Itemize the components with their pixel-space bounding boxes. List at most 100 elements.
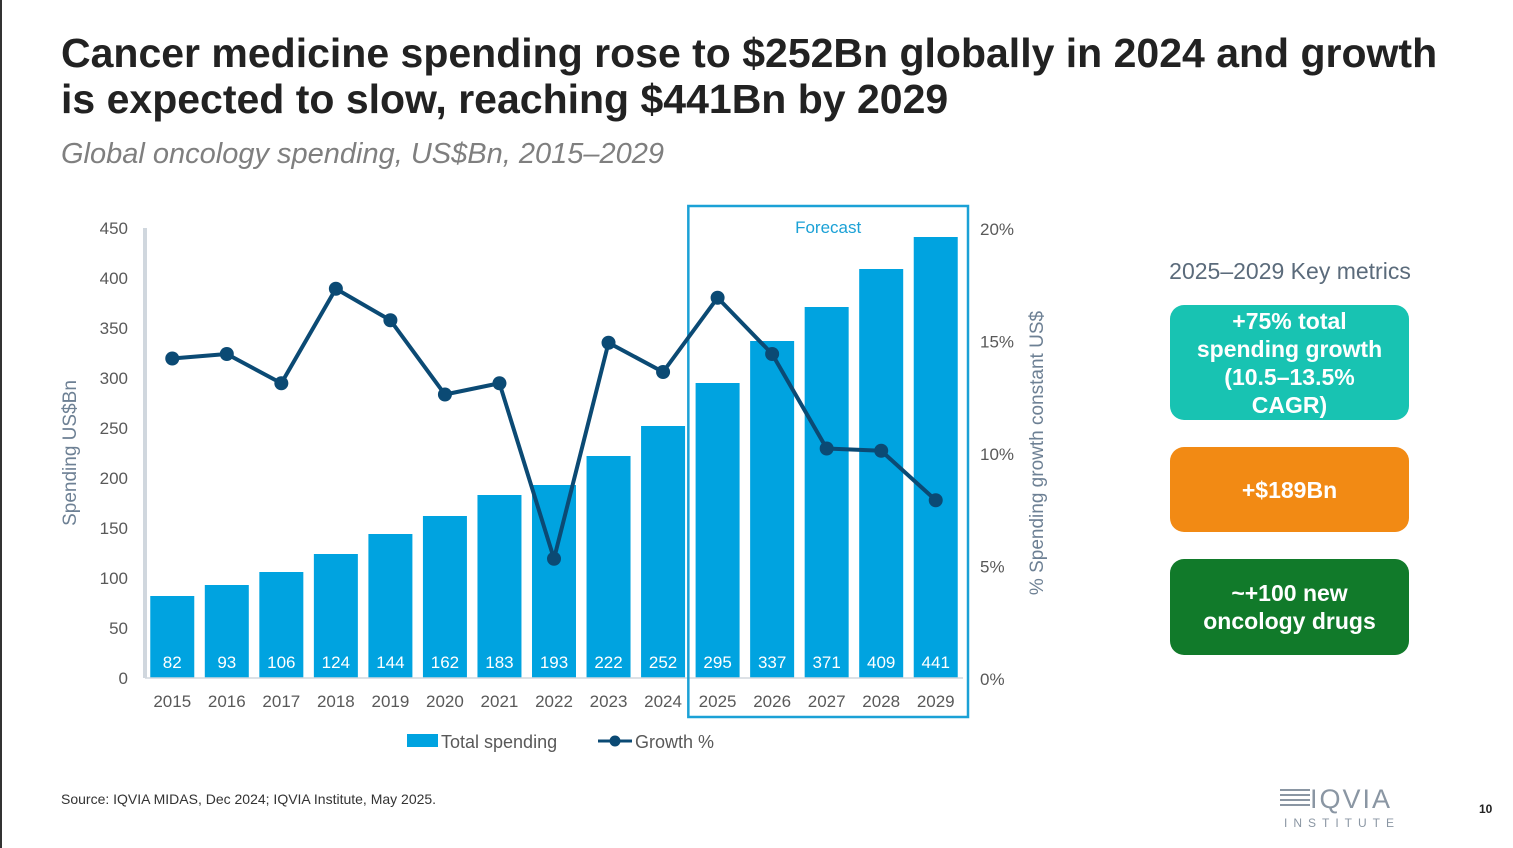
bar-2018 bbox=[313, 554, 358, 678]
x-tick-label: 2028 bbox=[862, 692, 900, 711]
metric-new-drugs: ~+100 new oncology drugs bbox=[1170, 559, 1409, 655]
growth-point-2021 bbox=[492, 376, 507, 391]
bar-2025 bbox=[695, 383, 740, 678]
growth-point-2025 bbox=[710, 290, 725, 305]
logo-lines-icon bbox=[1280, 789, 1310, 809]
bar-value-label: 371 bbox=[812, 653, 840, 672]
growth-point-2028 bbox=[874, 443, 889, 458]
growth-line-layer bbox=[165, 281, 943, 566]
x-tick-label: 2023 bbox=[590, 692, 628, 711]
bar-2027 bbox=[804, 307, 849, 678]
bar-value-label: 441 bbox=[922, 653, 950, 672]
growth-point-2027 bbox=[819, 441, 834, 456]
metric-spending-growth: +75% total spending growth (10.5–13.5% C… bbox=[1170, 305, 1409, 420]
bar-value-label: 144 bbox=[376, 653, 404, 672]
x-tick-label: 2017 bbox=[262, 692, 300, 711]
y-tick-label: 400 bbox=[100, 269, 128, 288]
x-tick-label: 2016 bbox=[208, 692, 246, 711]
y-tick-label: 200 bbox=[100, 469, 128, 488]
growth-point-2016 bbox=[219, 347, 234, 361]
bar-2015 bbox=[150, 596, 195, 678]
source-note: Source: IQVIA MIDAS, Dec 2024; IQVIA Ins… bbox=[61, 791, 437, 807]
bar-2021 bbox=[477, 495, 522, 678]
x-tick-label: 2020 bbox=[426, 692, 464, 711]
forecast-frame bbox=[687, 204, 970, 719]
y-tick-label: 350 bbox=[100, 319, 128, 338]
y-tick-label: 100 bbox=[100, 569, 128, 588]
growth-point-2029 bbox=[928, 493, 943, 508]
bar-value-label: 106 bbox=[267, 653, 295, 672]
y2-axis-title: % Spending growth constant US$ bbox=[1027, 311, 1048, 596]
bar-value-label: 222 bbox=[594, 653, 622, 672]
metric-absolute-growth: +$189Bn bbox=[1170, 447, 1409, 532]
bar-value-label: 252 bbox=[649, 653, 677, 672]
logo-subtitle: INSTITUTE bbox=[1284, 816, 1400, 830]
legend-label-growth: Growth % bbox=[635, 732, 714, 752]
x-tick-label: 2029 bbox=[917, 692, 955, 711]
y-tick-label: 250 bbox=[100, 419, 128, 438]
bar-2020 bbox=[422, 516, 467, 678]
bar-value-label: 183 bbox=[485, 653, 513, 672]
bar-2024 bbox=[641, 426, 686, 678]
legend-swatch-total-spending bbox=[407, 734, 438, 747]
bar-value-label: 193 bbox=[540, 653, 568, 672]
bar-value-label: 82 bbox=[163, 653, 182, 672]
slide-title: Cancer medicine spending rose to $252Bn … bbox=[61, 30, 1438, 122]
y-tick-label: 150 bbox=[100, 519, 128, 538]
growth-point-2026 bbox=[765, 347, 780, 361]
bar-value-label: 295 bbox=[703, 653, 731, 672]
y-axis-title: Spending US$Bn bbox=[60, 380, 81, 526]
bar-2028 bbox=[859, 269, 904, 678]
y2-tick-label: 0% bbox=[980, 670, 1005, 689]
growth-point-2015 bbox=[165, 351, 180, 366]
y-tick-label: 50 bbox=[109, 619, 128, 638]
growth-point-2022 bbox=[547, 551, 561, 566]
x-tick-label: 2027 bbox=[808, 692, 846, 711]
x-tick-label: 2024 bbox=[644, 692, 682, 711]
growth-point-2018 bbox=[328, 281, 343, 296]
y-tick-label: 0 bbox=[119, 669, 128, 688]
bar-2017 bbox=[259, 572, 304, 678]
x-tick-label: 2022 bbox=[535, 692, 573, 711]
metrics-heading: 2025–2029 Key metrics bbox=[1169, 258, 1411, 284]
left-edge-rule bbox=[0, 0, 2, 848]
y2-tick-label: 15% bbox=[980, 333, 1014, 352]
x-tick-label: 2019 bbox=[371, 692, 409, 711]
legend-label-total-spending: Total spending bbox=[441, 732, 557, 752]
oncology-spending-chart: 0 50 100 150 200 250 300 350 400 450 0% 5% 10% 15% 20%… bbox=[60, 204, 1048, 752]
x-tick-label: 2026 bbox=[753, 692, 791, 711]
legend-swatch-growth-marker bbox=[609, 735, 621, 747]
bar-value-label: 124 bbox=[322, 653, 350, 672]
y2-tick-label: 5% bbox=[980, 558, 1005, 577]
growth-point-2023 bbox=[601, 335, 616, 350]
bars-layer bbox=[150, 237, 958, 678]
bar-value-label: 409 bbox=[867, 653, 895, 672]
logo-name: IQVIA bbox=[1310, 784, 1393, 814]
page-number: 10 bbox=[1479, 802, 1493, 816]
bar-2016 bbox=[204, 585, 249, 678]
axis-layer: 0 50 100 150 200 250 300 350 400 450 0% 5% 10% 15% 20%… bbox=[60, 204, 1048, 719]
bar-2023 bbox=[586, 456, 631, 678]
slide-subtitle: Global oncology spending, US$Bn, 2015–20… bbox=[61, 138, 665, 170]
bar-value-label: 93 bbox=[217, 653, 236, 672]
bar-value-label: 162 bbox=[431, 653, 459, 672]
bar-2029 bbox=[913, 237, 958, 678]
x-tick-label: 2025 bbox=[699, 692, 737, 711]
iqvia-logo: IQVIA INSTITUTE bbox=[1276, 784, 1418, 830]
bar-value-label: 337 bbox=[758, 653, 786, 672]
growth-point-2019 bbox=[383, 313, 398, 328]
bar-2026 bbox=[750, 341, 795, 678]
growth-point-2024 bbox=[656, 365, 671, 379]
forecast-label: Forecast bbox=[795, 218, 861, 237]
y-tick-label: 300 bbox=[100, 369, 128, 388]
growth-point-2020 bbox=[437, 387, 452, 402]
y2-tick-label: 10% bbox=[980, 445, 1014, 464]
labels-layer: 82 2015 93 2016 106 2017 124 2018 144 2019 162 2020… bbox=[153, 653, 954, 752]
growth-point-2017 bbox=[274, 376, 289, 391]
y-tick-label: 450 bbox=[100, 219, 128, 238]
y2-tick-label: 20% bbox=[980, 220, 1014, 239]
x-tick-label: 2018 bbox=[317, 692, 355, 711]
bar-2019 bbox=[368, 534, 413, 678]
x-tick-label: 2021 bbox=[481, 692, 519, 711]
x-tick-label: 2015 bbox=[153, 692, 191, 711]
